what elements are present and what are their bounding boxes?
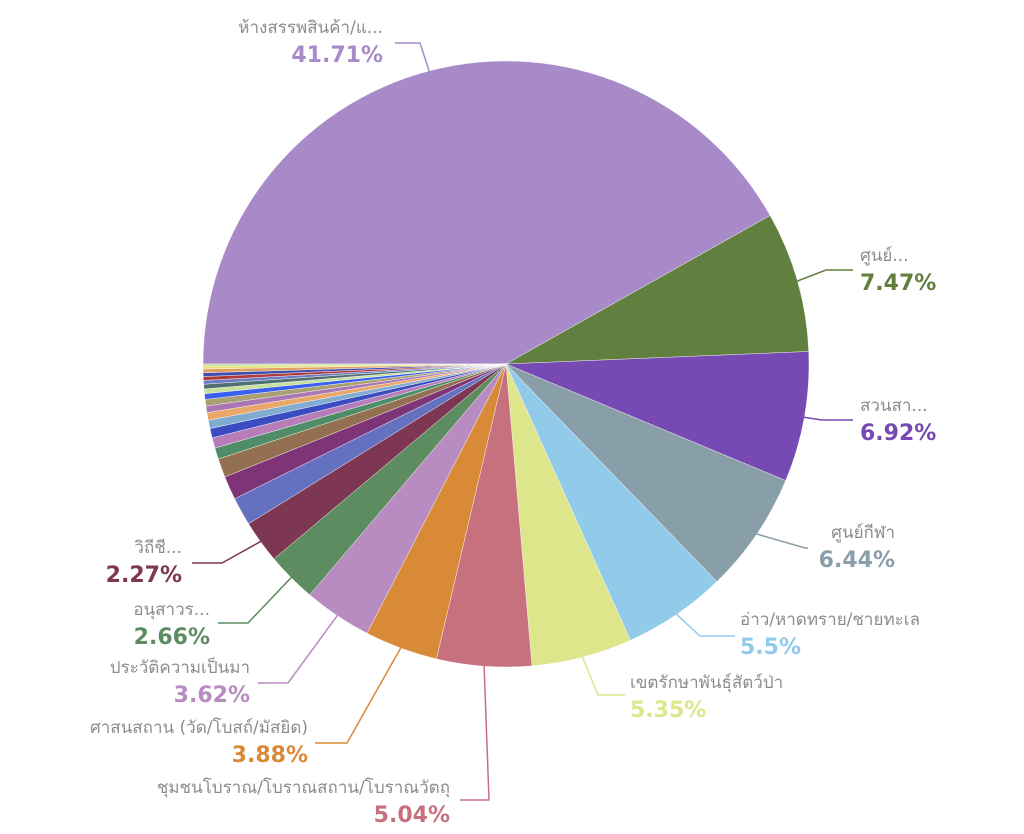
leader-line-2: [802, 416, 853, 421]
slice-label-5: เขตรักษาพันธุ์สัตว์ป่า 5.35%: [630, 675, 783, 722]
leader-line-6: [460, 664, 490, 801]
slice-name: ศูนย์กีฬา: [831, 523, 895, 543]
slice-label-0: ห้างสรรพสินค้า/แ... 41.71%: [238, 20, 383, 67]
slice-label-9: อนุสาวร... 2.66%: [133, 602, 210, 649]
slice-name: สวนสา...: [860, 396, 928, 416]
leader-line-5: [581, 655, 625, 696]
slice-percent: 6.92%: [860, 421, 937, 446]
leader-line-7: [315, 645, 403, 744]
slice-name: อ่าว/หาดทราย/ชายทะเล: [740, 610, 921, 630]
slice-label-1: ศูนย์... 7.47%: [860, 248, 936, 295]
slice-percent: 6.44%: [818, 548, 895, 573]
slice-label-7: ศาสนสถาน (วัด/โบสถ์/มัสยิด) 3.88%: [90, 720, 308, 767]
pie-slice-minor-18[interactable]: [202, 363, 507, 367]
slice-name: อนุสาวร...: [133, 600, 210, 620]
leader-line-10: [192, 539, 263, 564]
slice-name: ประวัติความเป็นมา: [109, 658, 250, 678]
slice-name: ห้างสรรพสินค้า/แ...: [238, 18, 383, 38]
leader-line-4: [674, 612, 735, 637]
slice-percent: 7.47%: [860, 271, 937, 296]
slice-percent: 3.88%: [231, 743, 308, 768]
slice-percent: 2.66%: [133, 625, 210, 650]
slice-percent: 5.04%: [373, 803, 450, 828]
slice-name: วิถีชี...: [134, 538, 182, 558]
slice-label-6: ชุมชนโบราณ/โบราณสถาน/โบราณวัตถุ 5.04%: [157, 780, 450, 827]
leader-line-8: [258, 613, 340, 684]
slice-percent: 3.62%: [173, 683, 250, 708]
slice-label-10: วิถีชี... 2.27%: [106, 540, 182, 587]
leader-line-9: [218, 575, 294, 624]
slice-name: เขตรักษาพันธุ์สัตว์ป่า: [630, 673, 784, 693]
slice-percent: 2.27%: [105, 563, 182, 588]
slice-label-3: ศูนย์กีฬา 6.44%: [819, 525, 895, 572]
slice-name: ศาสนสถาน (วัด/โบสถ์/มัสยิด): [89, 718, 308, 738]
slice-percent: 5.35%: [630, 698, 707, 723]
slice-label-2: สวนสา... 6.92%: [860, 398, 936, 445]
slice-percent: 5.5%: [740, 635, 802, 660]
slice-name: ชุมชนโบราณ/โบราณสถาน/โบราณวัตถุ: [156, 778, 450, 798]
leader-line-0: [395, 42, 431, 74]
leader-line-1: [795, 269, 853, 283]
slice-label-4: อ่าว/หาดทราย/ชายทะเล 5.5%: [740, 612, 920, 659]
slice-percent: 41.71%: [291, 43, 383, 68]
leader-line-3: [754, 532, 808, 549]
slice-name: ศูนย์...: [860, 246, 909, 266]
slice-label-8: ประวัติความเป็นมา 3.62%: [110, 660, 250, 707]
